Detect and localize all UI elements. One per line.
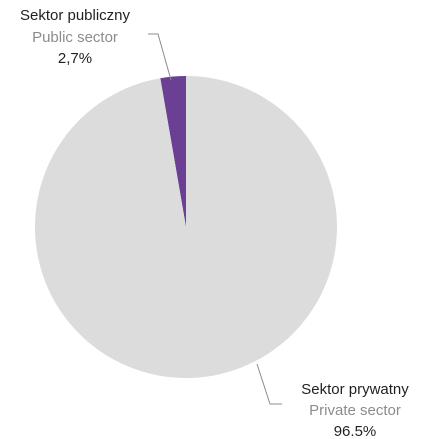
private-sector-value-label: 96.5% (334, 423, 377, 439)
pie-slices (34, 76, 337, 378)
pie-slice-public-sector (160, 76, 186, 227)
public-sector-label-en: Public sector (32, 29, 118, 46)
public-sector-leader-line (148, 33, 172, 81)
pie-slice-private-sector (34, 76, 337, 378)
public-sector-label-pl: Sektor publiczny (20, 7, 131, 24)
private-sector-label-pl: Sektor prywatny (301, 381, 409, 398)
private-sector-label-en: Private sector (309, 402, 401, 419)
public-sector-value-label: 2,7% (58, 50, 92, 67)
private-sector-leader-line (256, 363, 282, 405)
